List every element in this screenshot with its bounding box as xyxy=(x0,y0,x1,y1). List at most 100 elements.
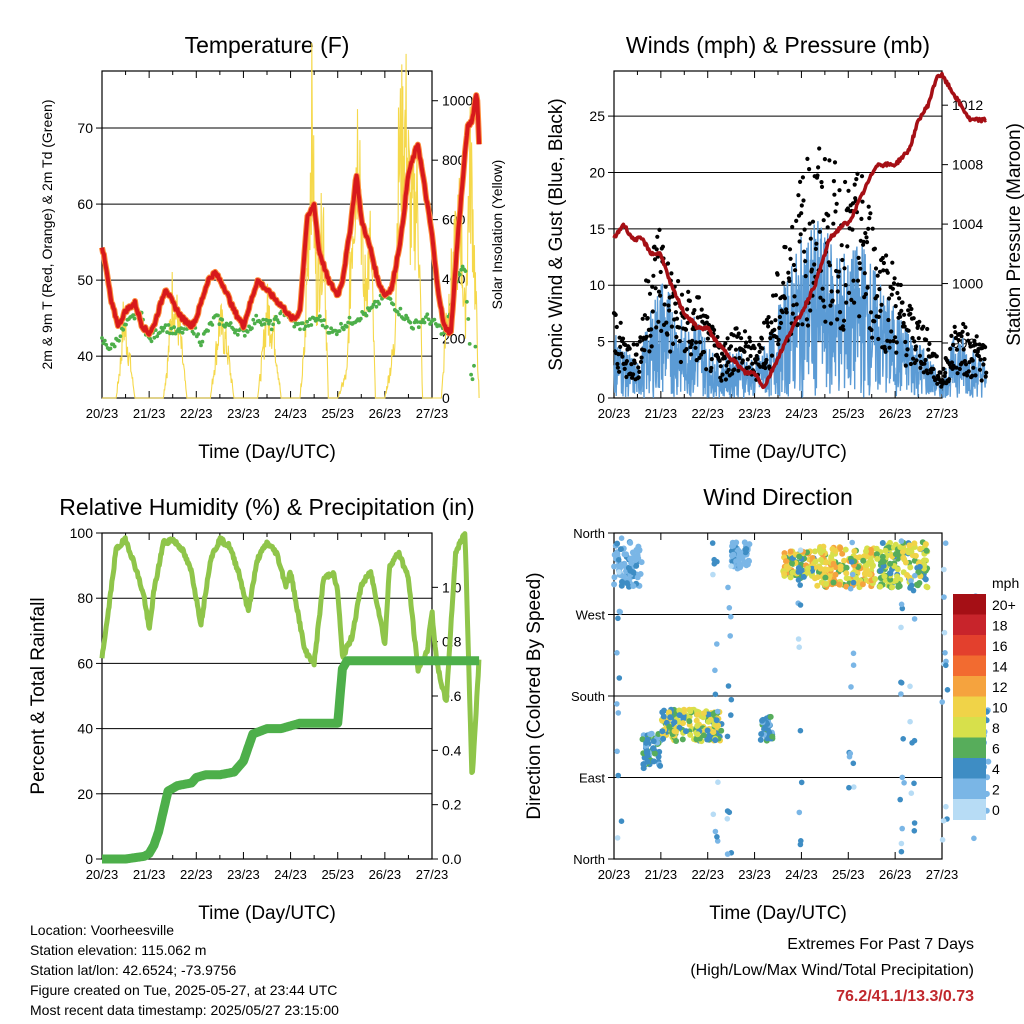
legend-label-10: 0 xyxy=(992,802,1000,818)
series-gust-point xyxy=(734,326,739,331)
series-dewpoint-point xyxy=(300,321,305,326)
series-gust-point xyxy=(712,327,717,333)
wind-direction-point xyxy=(726,605,733,611)
series-gust-point xyxy=(651,273,656,278)
wind-direction-point xyxy=(728,563,734,569)
wind-direction-point xyxy=(823,566,830,573)
series-gust-point xyxy=(685,320,690,325)
legend-label-7: 6 xyxy=(992,741,1000,757)
wind-direction-point xyxy=(636,547,643,554)
series-gust-point xyxy=(827,263,833,268)
series-dewpoint-point xyxy=(132,316,137,321)
series-gust-point xyxy=(897,296,902,301)
series-gust-point xyxy=(803,274,808,279)
series-gust-point xyxy=(966,369,971,374)
series-gust-point xyxy=(981,362,986,367)
series-dewpoint-point xyxy=(322,318,326,322)
wind-direction-point xyxy=(617,609,623,615)
xtick-label-2-6: 26/23 xyxy=(369,867,402,882)
wind-direction-point xyxy=(892,551,899,558)
wind-direction-point xyxy=(715,779,721,785)
series-dewpoint-point xyxy=(416,325,421,330)
wind-direction-point xyxy=(619,578,625,585)
series-gust-point xyxy=(730,371,735,376)
series-gust-point xyxy=(787,247,793,252)
series-gust-point xyxy=(807,167,812,172)
series-gust-point xyxy=(796,193,801,198)
series-gust-point xyxy=(793,268,798,273)
series-gust-point xyxy=(903,363,908,368)
series-gust-point xyxy=(835,317,840,322)
series-gust-point xyxy=(773,293,779,298)
series-gust-point xyxy=(678,359,684,365)
wind-direction-point xyxy=(842,546,849,553)
legend-label-5: 10 xyxy=(992,700,1008,716)
series-solar-insolation xyxy=(102,43,480,399)
series-gust-point xyxy=(746,365,752,370)
series-gust-point xyxy=(804,317,810,322)
wind-direction-point xyxy=(887,570,894,577)
series-gust-point xyxy=(810,219,816,224)
series-gust-point xyxy=(875,294,880,299)
wind-direction-point xyxy=(861,570,868,577)
wind-direction-point xyxy=(758,731,765,737)
wind-direction-point xyxy=(650,738,657,745)
series-gust-point xyxy=(752,346,757,351)
series-gust-point xyxy=(834,201,839,206)
series-dewpoint-point xyxy=(160,328,165,333)
xtick-label-2-3: 23/23 xyxy=(227,867,260,882)
xtick-label-3-5: 25/23 xyxy=(832,867,865,882)
series-gust-point xyxy=(813,246,819,251)
wind-direction-point xyxy=(798,779,805,786)
series-dewpoint-point xyxy=(371,302,376,307)
wind-direction-point xyxy=(887,560,894,567)
series-gust-point xyxy=(889,329,894,334)
series-total-precipitation xyxy=(98,656,483,864)
series-gust-point xyxy=(781,280,786,285)
series-gust-point xyxy=(850,227,855,232)
series-gust-point xyxy=(900,300,905,305)
series-gust-point xyxy=(647,291,653,296)
y-axis-right-label-1: Station Pressure (Maroon) xyxy=(1004,123,1024,346)
wind-direction-point xyxy=(912,552,919,559)
wind-direction-point xyxy=(911,780,917,787)
ytick-label-3-3: West xyxy=(576,608,606,623)
wind-direction-point xyxy=(944,687,951,693)
series-gust-point xyxy=(883,349,888,354)
series-gust-point xyxy=(923,357,928,363)
wind-direction-point xyxy=(941,566,947,573)
series-gust-point xyxy=(957,366,962,372)
wind-direction-point xyxy=(787,548,794,555)
series-dewpoint-point xyxy=(472,363,476,368)
series-dewpoint-point xyxy=(470,377,475,382)
wind-direction-point xyxy=(676,707,683,714)
ytick-label-0-3: 70 xyxy=(77,120,93,136)
series-gust-point xyxy=(776,337,781,342)
series-gust-point xyxy=(748,339,753,344)
ytick-right-label-1-1: 1000 xyxy=(952,276,983,292)
xtick-label-2-7: 27/23 xyxy=(416,867,449,882)
wind-direction-point xyxy=(899,605,906,612)
wind-direction-point xyxy=(817,565,824,572)
series-gust-point xyxy=(697,355,702,360)
wind-direction-point xyxy=(726,809,733,816)
xtick-label-1-1: 21/23 xyxy=(645,406,678,421)
series-gust-point xyxy=(974,342,979,347)
wind-direction-point xyxy=(728,613,734,620)
wind-direction-point xyxy=(746,541,753,548)
series-gust-point xyxy=(894,350,899,355)
series-gust-point xyxy=(723,341,728,346)
series-sonic-wind xyxy=(613,221,987,399)
wind-direction-point xyxy=(614,650,620,656)
series-gust-point xyxy=(911,316,916,321)
series-dewpoint-point xyxy=(405,316,410,321)
series-gust-point xyxy=(784,310,789,315)
series-gust-point xyxy=(722,356,727,361)
series-gust-point xyxy=(637,339,643,344)
series-gust-point xyxy=(888,339,893,344)
legend-swatch-9 xyxy=(953,778,986,800)
wind-direction-point xyxy=(898,624,904,631)
series-gust-point xyxy=(622,366,627,371)
wind-direction-point xyxy=(639,736,646,743)
series-gust-point xyxy=(887,345,892,350)
